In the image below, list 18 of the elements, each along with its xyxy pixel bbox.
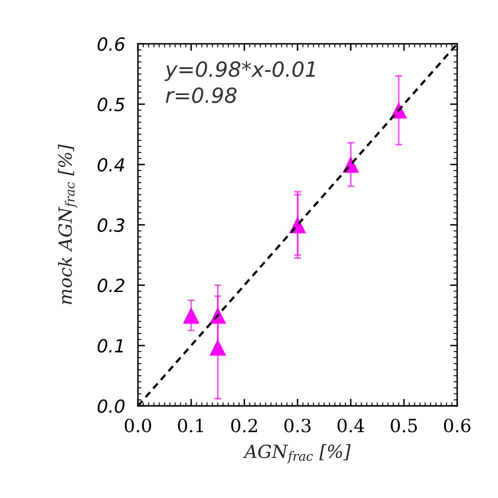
y-tick-label: 0.1 — [98, 338, 123, 353]
y-tick-label: 0.5 — [98, 98, 124, 112]
y-tick-label: 0.2 — [98, 278, 124, 292]
y-tick-label: 0.3 — [98, 218, 124, 232]
annotation: y=0.98*x-0.01 — [164, 61, 315, 82]
x-tick-label: 0.4 — [338, 418, 364, 432]
x-tick-label: 0.3 — [284, 418, 311, 432]
x-tick-label: 0.1 — [178, 418, 203, 432]
x-axis-title: AGN$_{frac}$ [%] — [243, 444, 351, 464]
x-tick-label: 0.5 — [390, 418, 417, 432]
y-axis-title: mock AGN$_{frac}$ [%] — [58, 144, 78, 304]
y-tick-label: 0.4 — [98, 158, 124, 172]
x-tick-label: 0.2 — [231, 418, 257, 432]
x-tick-label: 0.6 — [444, 418, 470, 432]
y-tick-label: 0.0 — [98, 399, 125, 413]
x-tick-label: 0.0 — [124, 418, 152, 432]
annotation: r=0.98 — [166, 87, 237, 104]
y-tick-label: 0.6 — [98, 37, 125, 51]
